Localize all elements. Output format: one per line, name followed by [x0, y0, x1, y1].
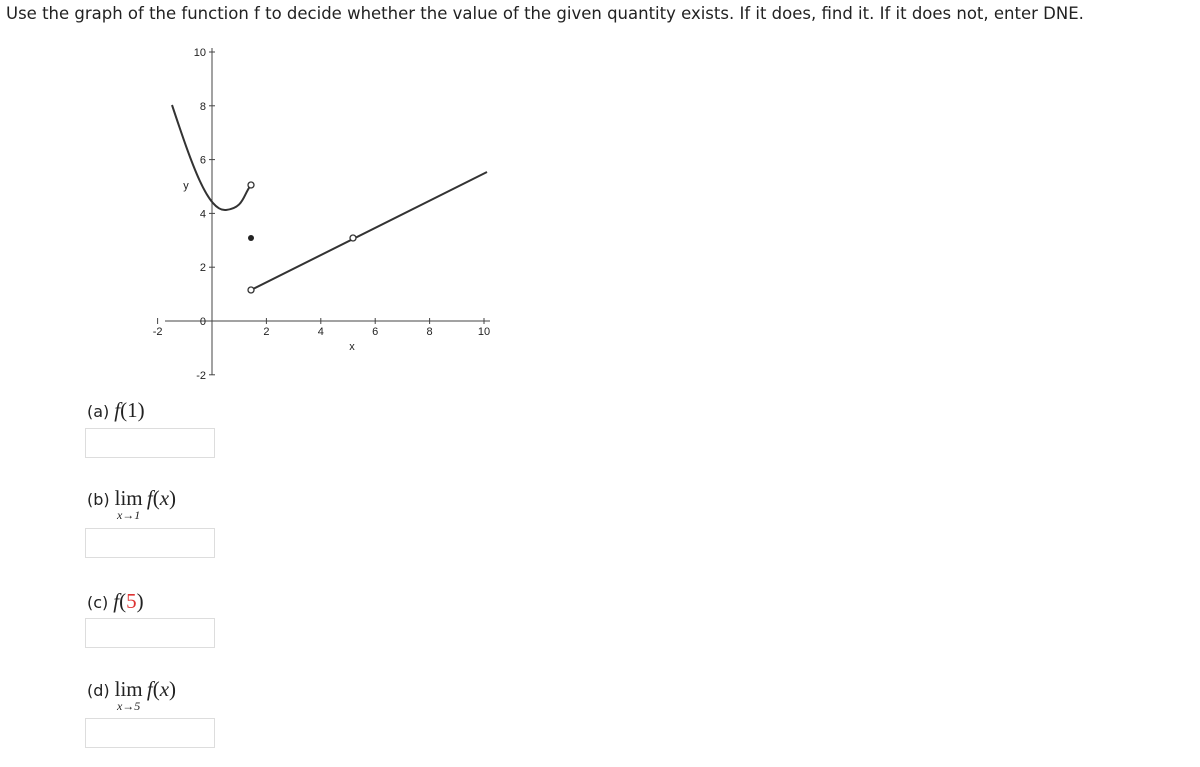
- open-point: [247, 286, 255, 294]
- answer-input[interactable]: [85, 428, 215, 458]
- question-label: (b): [87, 490, 110, 509]
- x-tick-label: -2: [153, 326, 163, 338]
- x-tick-label: 8: [427, 326, 433, 338]
- math: f(1): [114, 398, 145, 422]
- function-arg: 1: [127, 398, 138, 422]
- limit-sub: x→5: [116, 699, 141, 713]
- limit-word: lim: [114, 677, 143, 701]
- curve: [171, 104, 252, 212]
- answer-input[interactable]: [85, 528, 215, 558]
- x-tick-label: 6: [372, 326, 378, 338]
- question-label: (c): [87, 593, 109, 612]
- function-arg: x: [159, 677, 170, 701]
- x-tick-label: 4: [318, 326, 324, 338]
- x-tick-label: 2: [263, 326, 269, 338]
- y-tick-label: 6: [200, 155, 206, 167]
- question-label: (d): [87, 681, 110, 700]
- limit: lim x→5: [114, 677, 143, 713]
- y-tick-label: 10: [194, 47, 206, 59]
- open-point: [349, 234, 357, 242]
- math: f(5): [113, 589, 144, 613]
- y-tick-label: -2: [196, 370, 206, 382]
- x-tick-label: 10: [478, 326, 490, 338]
- function-name: f: [146, 677, 153, 701]
- limit-sub: x→1: [116, 508, 141, 522]
- function-arg: 5: [126, 589, 137, 613]
- open-point: [247, 181, 255, 189]
- question-label: (a): [87, 402, 110, 421]
- y-tick-label: 0: [200, 316, 206, 328]
- math: lim x→5 f(x): [114, 677, 177, 713]
- function-arg: x: [159, 486, 170, 510]
- question: (b) lim x→1 f(x): [87, 486, 176, 521]
- math: lim x→1 f(x): [114, 486, 177, 522]
- graph: x y -2 2 4 6 8 10 -2 0 2 4 6 8 10: [153, 47, 490, 382]
- instruction: Use the graph of the function f to decid…: [6, 4, 1084, 23]
- y-tick-label: 4: [200, 208, 206, 220]
- line-segment: [250, 171, 488, 291]
- function-name: f: [113, 589, 120, 613]
- answer-input[interactable]: [85, 618, 215, 648]
- closed-point: [248, 235, 254, 241]
- y-tick-label: 2: [200, 262, 206, 274]
- y-tick-label: 8: [200, 101, 206, 113]
- question: (a) f(1): [87, 398, 145, 423]
- function-name: f: [146, 486, 153, 510]
- function-name: f: [114, 398, 121, 422]
- limit: lim x→1: [114, 486, 143, 522]
- limit-word: lim: [114, 486, 143, 510]
- x-axis-label: x: [349, 341, 355, 353]
- y-axis-label: y: [183, 180, 189, 192]
- question: (d) lim x→5 f(x): [87, 677, 176, 712]
- answer-input[interactable]: [85, 718, 215, 748]
- question: (c) f(5): [87, 589, 144, 614]
